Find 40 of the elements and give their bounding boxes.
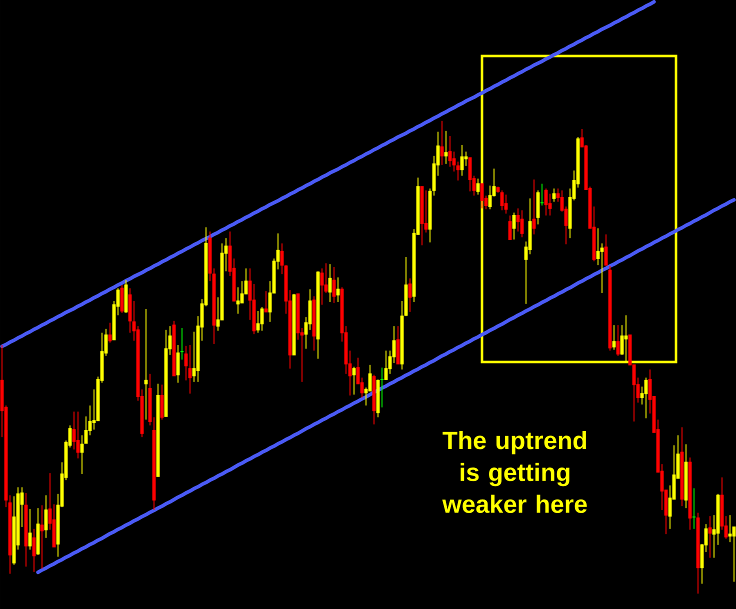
candlestick: [444, 130, 448, 164]
candlestick: [32, 528, 36, 572]
candlestick: [144, 308, 148, 420]
candlestick: [612, 324, 616, 350]
candlestick: [332, 266, 336, 304]
candlestick: [180, 327, 184, 360]
candlestick: [108, 322, 112, 344]
candlestick: [404, 256, 408, 317]
candlestick: [456, 161, 460, 181]
candlestick: [336, 276, 340, 302]
candlestick: [440, 120, 444, 166]
candlestick: [76, 411, 80, 459]
candlestick: [692, 488, 696, 530]
candlestick: [448, 136, 452, 168]
candlestick: [256, 310, 260, 334]
candlestick: [540, 183, 544, 206]
candlestick: [476, 178, 480, 196]
candlestick: [644, 377, 648, 419]
candlestick: [28, 508, 32, 550]
candlestick: [512, 212, 516, 240]
candlestick: [384, 350, 388, 380]
candlestick: [616, 324, 620, 356]
candlestick: [184, 345, 188, 381]
candlestick: [380, 367, 384, 408]
candlestick: [352, 366, 356, 396]
candlestick: [44, 494, 48, 538]
candlestick: [520, 210, 524, 238]
candlestick: [708, 516, 712, 558]
candlestick: [408, 278, 412, 312]
candlestick: [40, 504, 44, 570]
candlestick: [552, 188, 556, 202]
candlestick: [280, 242, 284, 275]
candlestick: [328, 264, 332, 302]
candlestick: [496, 186, 500, 194]
candlestick: [264, 290, 268, 312]
annotation: The uptrend is getting weaker here: [442, 430, 587, 514]
candlestick: [504, 194, 508, 214]
candlestick: [188, 344, 192, 394]
candlestick: [532, 179, 536, 235]
candlestick: [460, 144, 464, 176]
